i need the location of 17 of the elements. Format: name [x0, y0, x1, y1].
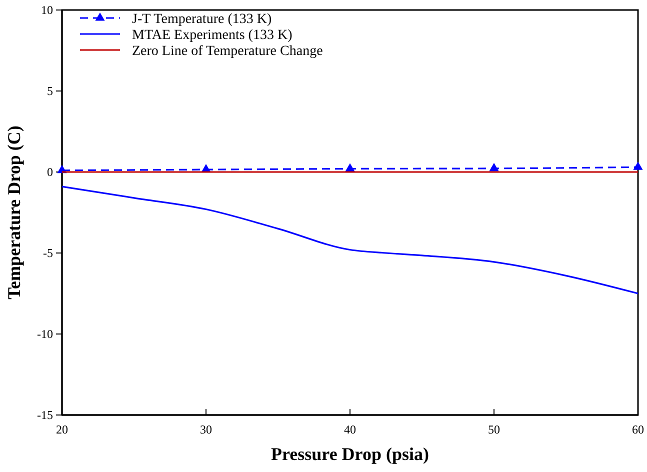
- x-tick-label: 20: [56, 422, 68, 437]
- y-tick-label: 10: [41, 2, 53, 17]
- y-tick-label: 5: [47, 84, 53, 98]
- y-tick-label: -5: [43, 246, 53, 260]
- x-tick-label: 40: [344, 422, 356, 437]
- y-tick-label: -10: [37, 326, 53, 341]
- line-series: [61, 186, 639, 294]
- legend-label: MTAE Experiments (133 K): [132, 28, 293, 43]
- x-tick-label: 30: [200, 422, 212, 437]
- x-tick-label: 60: [632, 422, 644, 437]
- y-axis-title: Temperature Drop (C): [4, 126, 24, 300]
- legend-label: J-T Temperature (133 K): [132, 12, 272, 27]
- legend-label: Zero Line of Temperature Change: [132, 44, 323, 59]
- y-tick-label: -15: [37, 408, 53, 422]
- y-tick-label: 0: [47, 164, 53, 179]
- x-tick-label: 50: [488, 422, 500, 437]
- x-axis-title: Pressure Drop (psia): [270, 444, 430, 464]
